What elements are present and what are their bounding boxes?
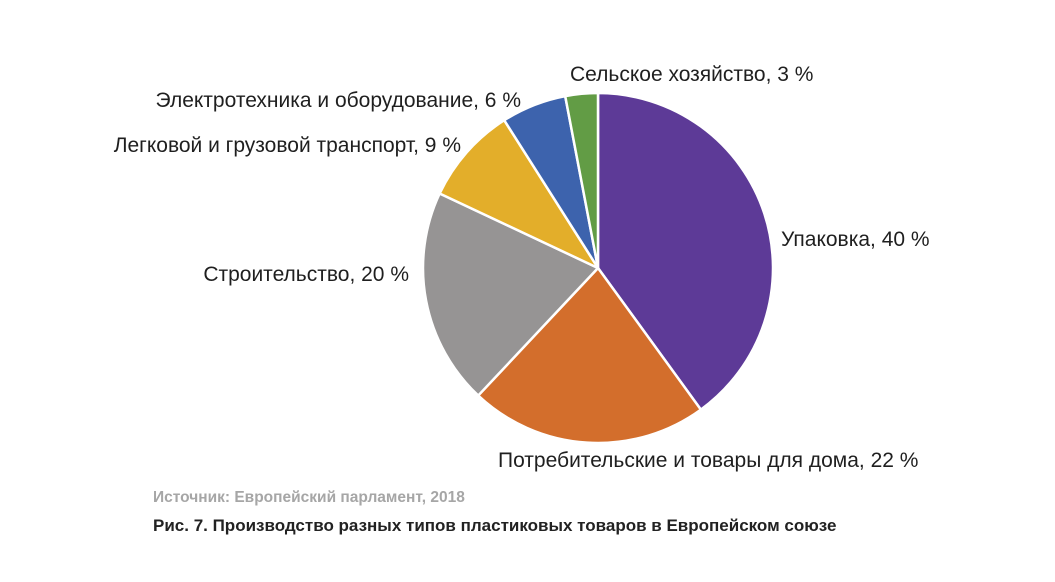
slice-label-household-goods: Потребительские и товары для дома, 22 %: [498, 449, 918, 472]
pie-slice-transport: [438, 118, 600, 270]
chart-source: Источник: Европейский парламент, 2018: [153, 489, 465, 506]
pie-slice-packaging: [596, 91, 775, 411]
figure-caption: Рис. 7. Производство разных типов пласти…: [153, 516, 836, 535]
pie-slice-household-goods: [476, 266, 703, 445]
slice-label-electrical: Электротехника и оборудование, 6 %: [156, 89, 521, 112]
slice-label-agriculture: Сельское хозяйство, 3 %: [570, 63, 813, 86]
pie-slice-construction: [421, 192, 600, 397]
pie-slice-agriculture: [563, 91, 600, 270]
pie-chart: [421, 91, 775, 445]
slice-label-construction: Строительство, 20 %: [203, 263, 409, 286]
slice-labels: Упаковка, 40 % Потребительские и товары …: [114, 63, 930, 472]
slice-label-transport: Легковой и грузовой транспорт, 9 %: [114, 134, 461, 157]
slice-label-packaging: Упаковка, 40 %: [781, 228, 930, 251]
